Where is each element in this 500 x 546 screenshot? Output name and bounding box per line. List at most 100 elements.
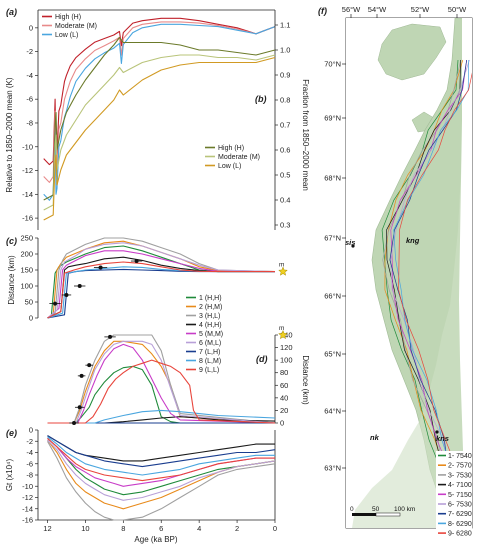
ytick-label: 1.1 bbox=[280, 21, 290, 30]
series-line-6 bbox=[47, 439, 276, 501]
series-line-6 bbox=[47, 340, 276, 424]
obs-point bbox=[108, 334, 113, 339]
ytick-label: 0.4 bbox=[280, 196, 290, 205]
panel-e-xticks: 12 10 8 6 4 2 0 bbox=[43, 520, 277, 533]
panel-c-ylabel: Distance (km) bbox=[7, 255, 16, 305]
legend-entry: 1 (H,H) bbox=[199, 295, 222, 302]
panel-c-label: (c) bbox=[6, 236, 17, 246]
legend-entry: 9 (L,L) bbox=[199, 367, 219, 374]
present-marker-star bbox=[278, 266, 288, 276]
ytick-label: -12 bbox=[22, 493, 33, 502]
place-label-kns: kns bbox=[436, 434, 449, 443]
ytick-label: 100 bbox=[280, 356, 293, 365]
series-line-5 bbox=[47, 437, 275, 487]
map-lat-label: 67°N bbox=[324, 234, 341, 243]
legend-entry: 3 (H,L) bbox=[199, 313, 220, 320]
legend-entry: 8 (L,M) bbox=[199, 358, 221, 365]
map-legend-entry: 7- 6290 bbox=[448, 511, 472, 518]
obs-point bbox=[79, 373, 84, 378]
panel-c: (c) Distance (km) 0 50 100 150 200 250 m bbox=[6, 234, 288, 323]
ytick-label: 60 bbox=[280, 381, 288, 390]
ytick-label: 0 bbox=[29, 314, 33, 323]
scalebar-white bbox=[375, 512, 401, 517]
ytick-label: -10 bbox=[22, 142, 33, 151]
map-longitude-labels: 56°W 54°W 52°W 50°W bbox=[342, 5, 467, 18]
series-line-8 bbox=[47, 436, 275, 476]
place-label-kng: kng bbox=[406, 236, 420, 245]
ytick-label: 0.7 bbox=[280, 121, 290, 130]
series-line-9 bbox=[47, 437, 275, 482]
map-legend-entry: 1- 7540 bbox=[448, 453, 472, 460]
map-lon-label: 52°W bbox=[411, 5, 430, 14]
xtick-label: 10 bbox=[81, 524, 89, 533]
panel-f-map: (f) 56°W 54°W 52°W 50°W 70°N 69°N 68°N 67°N 66°… bbox=[318, 5, 473, 542]
panel-a-series bbox=[43, 17, 276, 201]
panel-d-ylabel: Distance (km) bbox=[301, 355, 310, 405]
panel-a-yticks: 0 -2 -4 -6 -8 -10 -12 -14 -16 bbox=[22, 23, 38, 223]
ytick-label: 1.0 bbox=[280, 46, 290, 55]
series-line-6 bbox=[47, 242, 276, 319]
panel-c-observations: m bbox=[49, 259, 288, 306]
map-lon-label: 56°W bbox=[342, 5, 361, 14]
series-line-2 bbox=[47, 240, 276, 319]
legend-entry: Low (L) bbox=[55, 32, 78, 39]
ice-margin-9 bbox=[398, 72, 472, 528]
series-line-8 bbox=[47, 409, 276, 424]
ytick-label: -16 bbox=[22, 516, 33, 525]
obs-point bbox=[98, 265, 103, 270]
map-legend-entry: 6- 7530 bbox=[448, 502, 472, 509]
series-line-5 bbox=[47, 250, 276, 319]
panel-b-ylabel: Fraction from 1850–2000 mean bbox=[301, 79, 310, 191]
xtick-label: 6 bbox=[159, 524, 163, 533]
ytick-label: 0 bbox=[29, 426, 33, 435]
panel-a-legend: High (H) Moderate (M) Low (L) bbox=[42, 14, 97, 39]
legend-entry: Moderate (M) bbox=[55, 23, 97, 30]
ytick-label: -2 bbox=[26, 437, 33, 446]
ytick-label: 0 bbox=[280, 419, 284, 428]
map-legend-entry: 8- 6290 bbox=[448, 521, 472, 528]
present-marker-label: m bbox=[279, 325, 284, 332]
series-line-9 bbox=[47, 359, 276, 424]
series-line-1 bbox=[43, 36, 276, 201]
map-lat-label: 65°N bbox=[324, 350, 341, 359]
panel-a-ylabel: Relative to 1850–2000 mean (K) bbox=[5, 77, 14, 193]
map-scalebar: 0 50 100 km bbox=[350, 506, 415, 517]
ice-margin-6 bbox=[390, 59, 470, 528]
ytick-label: 50 bbox=[25, 298, 33, 307]
series-line-2 bbox=[43, 54, 276, 211]
scalebar-0: 0 bbox=[350, 506, 354, 513]
panel-d-observations: m bbox=[69, 325, 288, 425]
present-marker-label: m bbox=[279, 262, 284, 269]
ytick-label: 80 bbox=[280, 368, 288, 377]
ice-margin-7 bbox=[389, 59, 469, 528]
ytick-label: 0.9 bbox=[280, 71, 290, 80]
legend-entry: Low (L) bbox=[218, 163, 241, 170]
ytick-label: -12 bbox=[22, 166, 33, 175]
ytick-label: 150 bbox=[20, 266, 33, 275]
map-lon-label: 50°W bbox=[448, 5, 467, 14]
series-line-9 bbox=[47, 261, 275, 319]
map-lat-label: 70°N bbox=[324, 60, 341, 69]
map-legend-entry: 2- 7570 bbox=[448, 463, 472, 470]
map-lat-label: 69°N bbox=[324, 114, 341, 123]
map-legend: 1- 7540 2- 7570 3- 7530 4- 7100 5- 7150 6- 75… bbox=[436, 451, 472, 542]
ytick-label: -10 bbox=[22, 482, 33, 491]
obs-point bbox=[72, 421, 77, 425]
legend-entry: 6 (M,L) bbox=[199, 340, 221, 347]
series-line-4 bbox=[47, 256, 275, 319]
place-marker-kns bbox=[435, 430, 439, 434]
ytick-label: -6 bbox=[26, 95, 33, 104]
ytick-label: -2 bbox=[26, 47, 33, 56]
series-line-3 bbox=[43, 56, 276, 221]
series-line-1 bbox=[47, 437, 276, 496]
obs-point bbox=[77, 405, 82, 410]
legend-entry: 4 (H,H) bbox=[199, 322, 222, 329]
map-lat-label: 66°N bbox=[324, 292, 341, 301]
place-label-sis: sis bbox=[345, 238, 355, 247]
ytick-label: -6 bbox=[26, 459, 33, 468]
ytick-label: 120 bbox=[280, 343, 293, 352]
panel-e-ylabel: Gt (x10⁴) bbox=[5, 459, 14, 492]
ytick-label: 40 bbox=[280, 393, 288, 402]
ytick-label: 0.8 bbox=[280, 96, 290, 105]
